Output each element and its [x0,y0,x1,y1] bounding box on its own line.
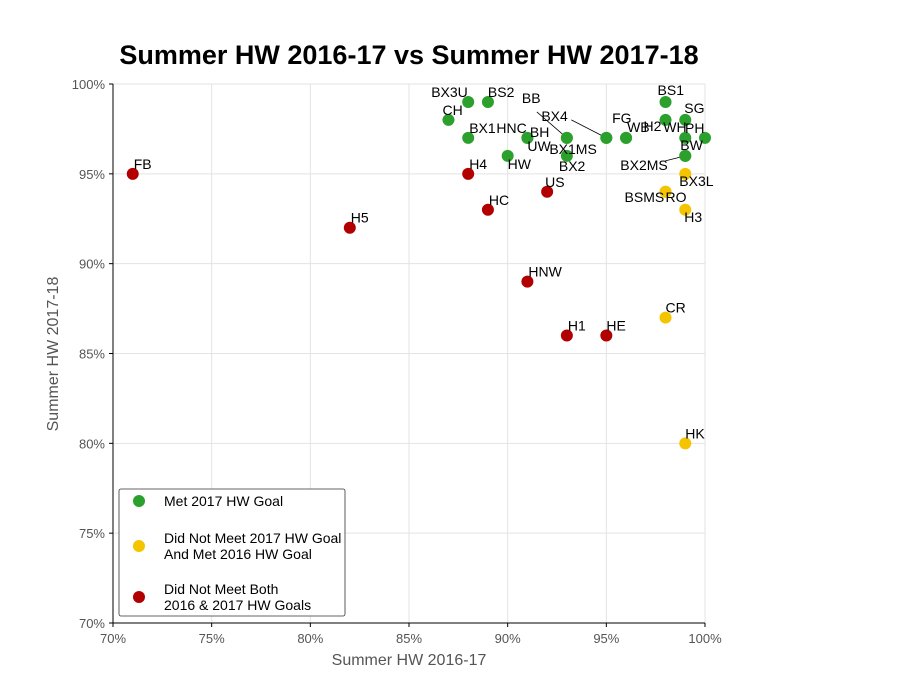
legend-label: Did Not Meet Both 2016 & 2017 HW Goals [164,581,311,613]
point-label: WB [627,119,650,135]
y-tick-label: 95% [79,167,105,182]
point-label: BX2 [559,158,586,174]
point-label: BW [680,137,703,153]
x-tick-label: 85% [396,631,422,646]
data-point [560,149,573,162]
data-point [462,167,475,180]
point-label: CR [666,300,686,316]
x-tick-label: 80% [297,631,323,646]
point-label: BS1 [658,82,685,98]
data-point [481,203,494,216]
point-label: BX3L [679,173,713,189]
point-label: HNW [528,264,562,280]
data-point [521,131,534,144]
data-point [521,275,534,288]
data-point [679,437,692,450]
y-tick-label: 75% [79,526,105,541]
point-label: HW [508,156,532,172]
label-leader-line [571,119,607,139]
label-leader-line [536,111,568,139]
data-point [659,95,672,108]
data-point [699,131,711,144]
point-label: HC [489,192,509,208]
legend-marker [133,540,145,552]
data-point [560,329,573,342]
y-tick-label: 70% [79,616,105,631]
data-point [620,131,633,144]
point-label: BX2MS [620,157,667,173]
legend-marker [133,591,145,603]
y-axis-label: Summer HW 2017-18 [45,277,62,432]
y-tick-label: 85% [79,347,105,362]
point-label: SG [684,100,704,116]
point-label: H2 [644,118,662,134]
point-label: BX1MS [549,141,596,157]
tick-labels: 70% 75% 80% 85% 90% 95% 100% 70% 75% 80% 85% 90% 95%… [72,77,722,646]
point-label: PH [685,120,704,136]
point-label: BB [522,90,541,106]
data-point [659,113,672,126]
data-point [679,203,692,216]
data-point [679,167,692,180]
point-label: RO [666,189,687,205]
point-label: CH [442,102,462,118]
legend-label: Did Not Meet 2017 HW Goal And Met 2016 HW… [164,530,341,562]
point-label: H1 [568,318,586,334]
point-label: BSMS [625,189,665,205]
y-tick-label: 100% [72,77,106,92]
point-label: HNC [496,120,526,136]
x-tick-label: 70% [100,631,126,646]
data-point [600,329,613,342]
point-label: H4 [469,156,487,172]
point-label: BX1 [469,120,496,136]
point-label: HE [606,318,625,334]
point-label: H5 [351,210,369,226]
grid [112,83,706,624]
point-label: UW [527,138,551,154]
data-point [679,149,692,162]
data-point [462,95,475,108]
point-label: BS2 [488,84,515,100]
legend: Met 2017 HW Goal Did Not Meet 2017 HW Goa… [118,488,346,617]
x-tick-label: 90% [495,631,521,646]
data-point [462,131,475,144]
point-label: WH [663,119,686,135]
data-point [679,113,692,126]
legend-label: Met 2017 HW Goal [164,493,283,509]
point-label: BX4 [541,108,568,124]
data-point [541,185,554,198]
data-points [126,95,711,450]
point-label: BX3U [431,84,468,100]
data-point [600,131,613,144]
data-point [481,95,494,108]
data-point [659,185,672,198]
data-point [442,113,455,126]
point-label: US [545,174,564,190]
point-label: FB [134,156,152,172]
data-point [126,167,139,180]
point-label: HK [685,425,705,441]
point-label: BH [530,124,549,140]
legend-marker [133,495,145,507]
x-tick-label: 100% [688,631,722,646]
chart-title: Summer HW 2016-17 vs Summer HW 2017-18 [119,40,698,70]
point-label: FG [612,110,631,126]
data-point [659,311,672,324]
data-point [560,131,573,144]
data-point [501,149,514,162]
data-point [343,221,356,234]
x-tick-label: 95% [593,631,619,646]
x-tick-label: 75% [199,631,225,646]
y-tick-label: 80% [79,436,105,451]
legend-box [118,488,346,617]
x-axis-label: Summer HW 2016-17 [332,652,487,669]
y-tick-label: 90% [79,257,105,272]
data-point [679,131,692,144]
point-label: H3 [684,209,702,225]
